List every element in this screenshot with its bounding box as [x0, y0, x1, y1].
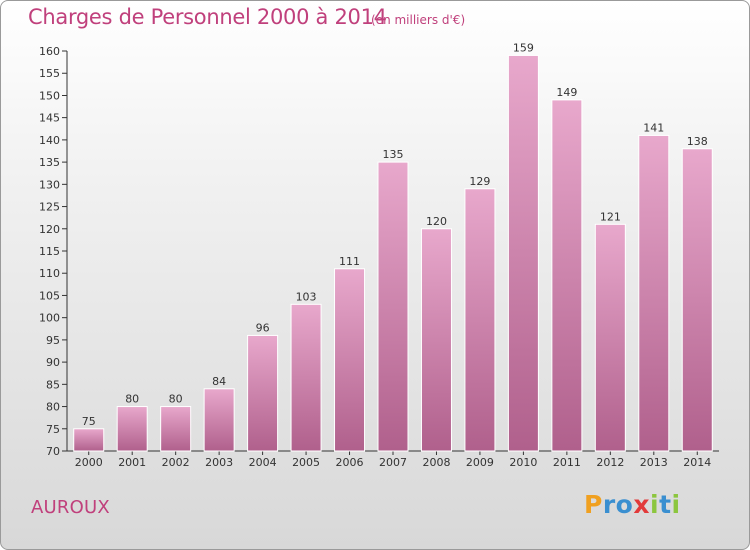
bar — [334, 268, 366, 452]
y-tick-label: 85 — [46, 378, 60, 391]
bar — [681, 148, 713, 452]
chart-labels: 2000 75 2001 80 2002 80 2003 84 2004 96 2005 103 200… — [75, 41, 712, 469]
bar — [594, 223, 626, 452]
data-label: 121 — [600, 210, 621, 223]
proxiti-logo[interactable]: Proxiti — [584, 490, 681, 519]
y-tick-label: 100 — [39, 312, 60, 325]
chart-axes: 70 75 80 85 90 95 100 105 110 115 120 125 130 135 140 1… — [39, 45, 719, 458]
bar — [247, 334, 279, 452]
bar — [420, 228, 452, 452]
chart-bars — [73, 54, 713, 452]
x-tick-label: 2010 — [509, 456, 537, 469]
x-tick-label: 2000 — [75, 456, 103, 469]
data-label: 129 — [469, 175, 490, 188]
x-tick-label: 2007 — [379, 456, 407, 469]
x-tick-label: 2003 — [205, 456, 233, 469]
x-tick-label: 2009 — [466, 456, 494, 469]
logo-letter: i — [671, 490, 681, 519]
y-tick-label: 115 — [39, 245, 60, 258]
x-tick-label: 2002 — [162, 456, 190, 469]
data-label: 111 — [339, 255, 360, 268]
logo-letter: i — [650, 490, 660, 519]
x-tick-label: 2014 — [683, 456, 711, 469]
bar — [551, 99, 583, 452]
logo-letter: o — [615, 490, 634, 519]
y-tick-label: 130 — [39, 178, 60, 191]
y-tick-label: 150 — [39, 89, 60, 102]
y-tick-label: 95 — [46, 334, 60, 347]
chart-title: Charges de Personnel 2000 à 2014 — [28, 5, 387, 29]
data-label: 120 — [426, 215, 447, 228]
logo-letter: x — [633, 490, 650, 519]
x-tick-label: 2005 — [292, 456, 320, 469]
data-label: 80 — [169, 393, 183, 406]
x-tick-label: 2001 — [118, 456, 146, 469]
x-tick-label: 2013 — [640, 456, 668, 469]
data-label: 84 — [212, 375, 226, 388]
x-tick-label: 2012 — [596, 456, 624, 469]
bar — [638, 134, 670, 452]
data-label: 141 — [643, 121, 664, 134]
chart-subtitle: (en milliers d'€) — [371, 13, 466, 27]
commune-name: AUROUX — [31, 497, 110, 518]
x-tick-label: 2004 — [249, 456, 277, 469]
logo-letter: r — [602, 490, 616, 519]
bar — [203, 388, 235, 452]
bar — [507, 54, 539, 452]
data-label: 149 — [556, 86, 577, 99]
bar — [116, 406, 148, 452]
y-tick-label: 135 — [39, 156, 60, 169]
y-tick-label: 120 — [39, 223, 60, 236]
y-tick-label: 145 — [39, 112, 60, 125]
data-label: 96 — [256, 321, 270, 334]
y-tick-label: 75 — [46, 423, 60, 436]
data-label: 138 — [687, 135, 708, 148]
y-tick-label: 110 — [39, 267, 60, 280]
y-tick-label: 70 — [46, 445, 60, 458]
data-label: 80 — [125, 393, 139, 406]
data-label: 75 — [82, 415, 96, 428]
data-label: 159 — [513, 41, 534, 54]
data-label: 103 — [296, 290, 317, 303]
y-tick-label: 105 — [39, 289, 60, 302]
x-tick-label: 2011 — [553, 456, 581, 469]
y-tick-label: 140 — [39, 134, 60, 147]
x-tick-label: 2006 — [336, 456, 364, 469]
bar — [464, 188, 496, 452]
y-tick-label: 80 — [46, 401, 60, 414]
y-tick-label: 160 — [39, 45, 60, 58]
x-tick-label: 2008 — [422, 456, 450, 469]
y-tick-label: 125 — [39, 201, 60, 214]
bar — [377, 161, 409, 452]
data-label: 135 — [383, 148, 404, 161]
y-tick-label: 155 — [39, 67, 60, 80]
logo-letter: t — [659, 490, 672, 519]
bar — [160, 406, 192, 452]
y-tick-label: 90 — [46, 356, 60, 369]
bar — [73, 428, 105, 452]
bar — [290, 303, 322, 452]
logo-letter: P — [584, 490, 603, 519]
